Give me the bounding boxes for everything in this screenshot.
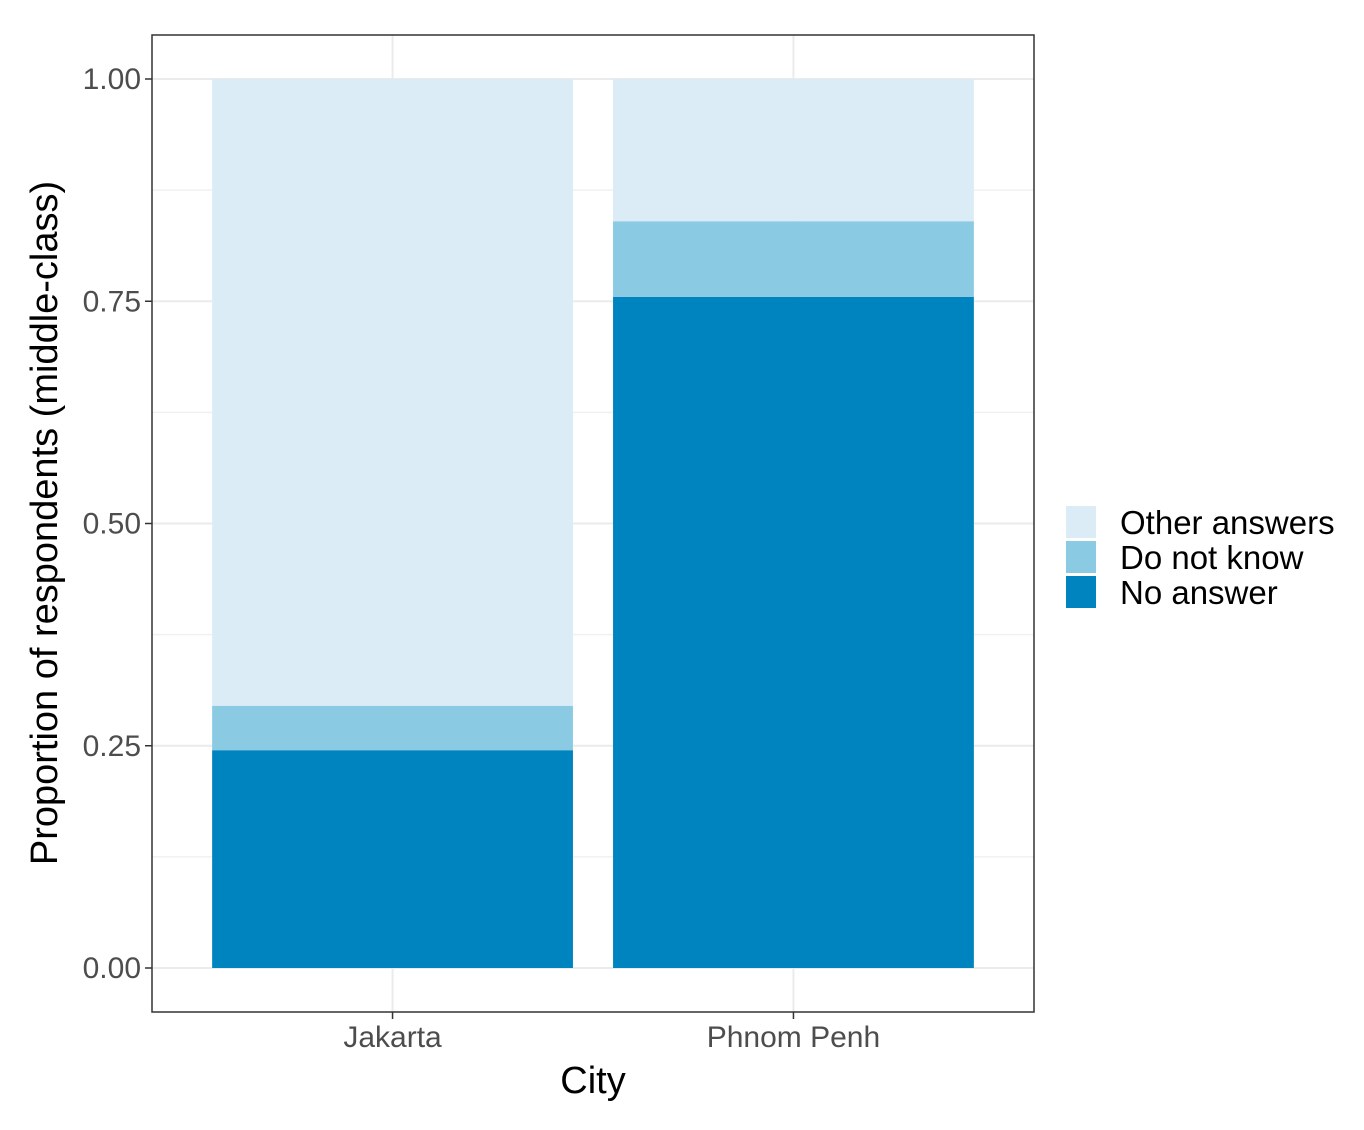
y-axis: 0.00 0.25 0.50 0.75 1.00 bbox=[83, 63, 152, 985]
bars bbox=[212, 79, 974, 968]
legend-key bbox=[1066, 576, 1096, 608]
legend-label: No answer bbox=[1120, 574, 1278, 611]
y-tick-label: 0.25 bbox=[83, 730, 141, 763]
x-tick-label: Jakarta bbox=[343, 1021, 442, 1054]
y-axis-title: Proportion of respondents (middle-class) bbox=[24, 181, 66, 865]
legend-label: Do not know bbox=[1120, 539, 1304, 576]
bar-segment bbox=[212, 79, 573, 706]
y-tick-label: 0.00 bbox=[83, 952, 141, 985]
bar-segment bbox=[212, 750, 573, 968]
bar-segment bbox=[212, 705, 573, 751]
y-tick-label: 0.75 bbox=[83, 285, 141, 318]
legend-key bbox=[1066, 541, 1096, 573]
bar-segment bbox=[613, 79, 974, 222]
x-axis: Jakarta Phnom Penh bbox=[343, 1012, 880, 1054]
y-tick-label: 1.00 bbox=[83, 63, 141, 96]
x-axis-title: City bbox=[560, 1060, 625, 1102]
y-tick-label: 0.50 bbox=[83, 508, 141, 541]
bar-segment bbox=[613, 296, 974, 968]
legend-label: Other answers bbox=[1120, 504, 1335, 541]
x-tick-label: Phnom Penh bbox=[707, 1021, 880, 1054]
legend-key bbox=[1066, 506, 1096, 538]
bar-segment bbox=[613, 221, 974, 297]
